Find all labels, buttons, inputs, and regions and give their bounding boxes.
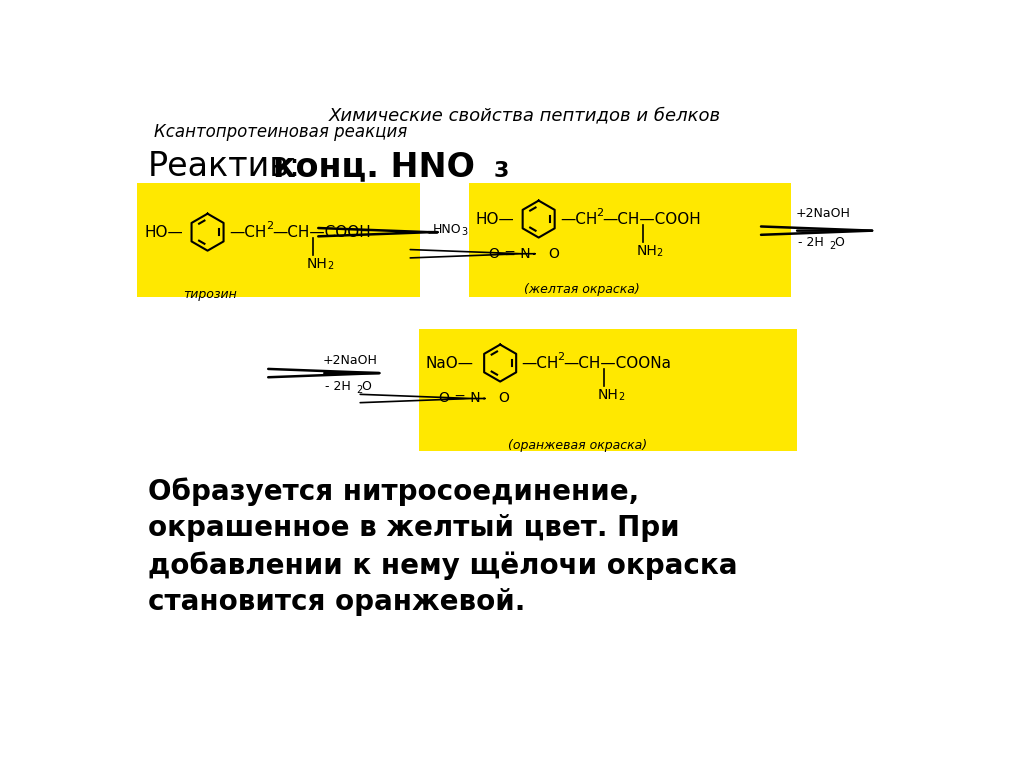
Text: 2: 2: [829, 241, 836, 251]
Text: 2: 2: [266, 221, 273, 231]
Text: тирозин: тирозин: [183, 288, 237, 301]
Text: —CH: —CH: [229, 225, 266, 239]
Text: конц. HNO: конц. HNO: [273, 150, 475, 183]
Text: —CH: —CH: [521, 356, 559, 370]
Text: O: O: [498, 391, 509, 406]
Text: 2: 2: [356, 385, 362, 395]
Bar: [469, 183, 792, 297]
Text: —CH—COONa: —CH—COONa: [563, 356, 672, 370]
Text: Реактив:: Реактив:: [147, 150, 301, 183]
Text: NaO—: NaO—: [425, 356, 473, 370]
Text: —CH—COOH: —CH—COOH: [272, 225, 371, 239]
Text: O = N: O = N: [489, 247, 531, 261]
Text: NH: NH: [307, 257, 328, 271]
Text: (желтая окраска): (желтая окраска): [524, 283, 640, 296]
Text: HO—: HO—: [144, 225, 183, 239]
Bar: [137, 183, 420, 297]
Text: 2: 2: [617, 393, 625, 403]
Text: Образуется нитросоединение,: Образуется нитросоединение,: [147, 477, 639, 505]
Text: 2: 2: [656, 249, 663, 258]
Bar: [419, 329, 797, 451]
Text: 2: 2: [557, 352, 564, 362]
Text: NH: NH: [598, 388, 618, 402]
Text: - 2H: - 2H: [325, 380, 350, 393]
Text: O = N: O = N: [438, 391, 480, 406]
Text: добавлении к нему щёлочи окраска: добавлении к нему щёлочи окраска: [147, 551, 737, 580]
Text: O: O: [548, 247, 559, 261]
Text: окрашенное в желтый цвет. При: окрашенное в желтый цвет. При: [147, 514, 679, 542]
Text: Химические свойства пептидов и белков: Химические свойства пептидов и белков: [329, 106, 721, 124]
Text: —CH—COOH: —CH—COOH: [602, 212, 700, 226]
Text: - 2H: - 2H: [798, 235, 824, 249]
Text: Ксантопротеиновая реакция: Ксантопротеиновая реакция: [154, 123, 407, 141]
Text: (оранжевая окраска): (оранжевая окраска): [508, 439, 647, 452]
Text: HNO: HNO: [433, 223, 462, 236]
Text: становится оранжевой.: становится оранжевой.: [147, 588, 525, 616]
Text: NH: NH: [637, 244, 657, 258]
Text: 2: 2: [596, 208, 603, 218]
Text: 3: 3: [462, 227, 468, 237]
Text: O: O: [361, 380, 372, 393]
Text: —CH: —CH: [560, 212, 598, 226]
Text: +2NaOH: +2NaOH: [323, 354, 378, 367]
Text: +2NaOH: +2NaOH: [796, 207, 851, 220]
Text: O: O: [835, 235, 844, 249]
Text: 2: 2: [327, 262, 333, 272]
Text: 3: 3: [494, 160, 509, 180]
Text: HO—: HO—: [475, 212, 514, 226]
